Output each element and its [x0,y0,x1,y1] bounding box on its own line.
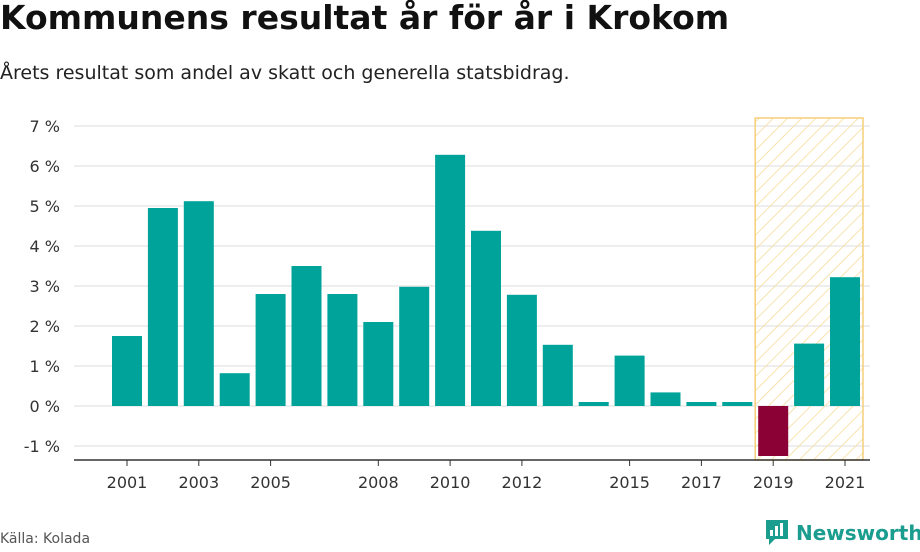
newsworthy-logo-text: Newsworthy [796,521,920,545]
bar-2021 [830,277,860,406]
bar-2008 [363,322,394,406]
chart-subtitle: Årets resultat som andel av skatt och ge… [0,62,570,84]
y-tick-label: 3 % [30,277,60,296]
bar-2015 [614,355,645,406]
y-tick-label: 1 % [30,357,60,376]
x-tick-label: 2010 [430,473,471,492]
bar-2009 [399,286,430,406]
newsworthy-logo-icon [766,520,788,545]
x-tick-label: 2001 [107,473,148,492]
bar-2006 [291,266,322,406]
chart-title: Kommunens resultat år för år i Krokom [0,0,730,37]
y-tick-label: 0 % [30,397,60,416]
bar-2004 [219,373,250,406]
bar-2013 [542,344,573,406]
x-tick-label: 2012 [502,473,543,492]
x-tick-label: 2019 [753,473,794,492]
x-tick-label: 2005 [250,473,291,492]
bar-2007 [327,294,358,406]
bars [112,154,860,456]
y-tick-label: 4 % [30,237,60,256]
x-tick-label: 2017 [681,473,722,492]
y-tick-label: 2 % [30,317,60,336]
x-tick-label: 2008 [358,473,399,492]
x-tick-label: 2021 [825,473,866,492]
bar-2002 [147,208,178,406]
bar-2003 [183,201,214,406]
y-tick-label: 5 % [30,197,60,216]
source-note: Källa: Kolada [0,531,91,547]
bar-2017 [686,402,717,406]
bar-2005 [255,294,286,406]
y-tick-label: -1 % [24,437,60,456]
bar-2020 [794,343,825,406]
bar-2019 [758,406,789,456]
bar-2011 [471,230,501,406]
bar-2001 [112,336,142,406]
y-tick-label: 6 % [30,157,60,176]
bar-2018 [722,402,753,406]
y-tick-label: 7 % [30,117,60,136]
bar-2010 [435,154,466,406]
newsworthy-logo: Newsworthy [764,519,920,547]
x-tick-label: 2015 [609,473,650,492]
axes: 2001 2003 2005 2008 2010 2012 2015 2017 2019 2021 [74,459,870,492]
bar-2014 [578,402,609,406]
bar-2016 [650,392,681,406]
x-tick-label: 2003 [178,473,219,492]
bar-2012 [506,294,537,406]
